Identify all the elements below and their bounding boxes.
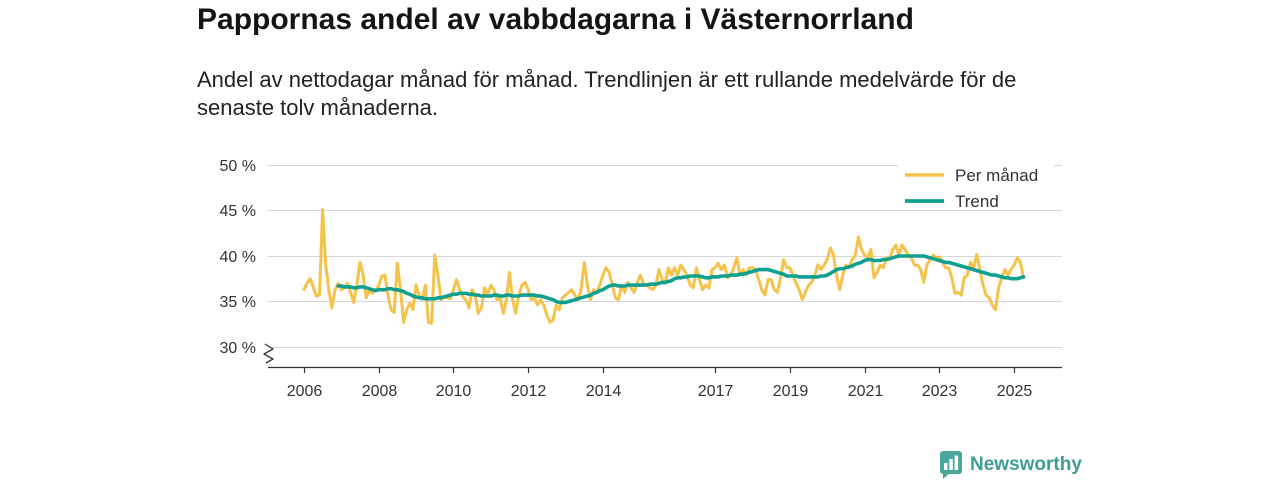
legend-label-per-manad: Per månad [955, 166, 1038, 185]
y-tick-label: 45 % [220, 203, 256, 220]
y-tick-label: 40 % [220, 249, 256, 266]
chart-title: Pappornas andel av vabbdagarna i Västern… [197, 3, 914, 36]
x-tick-label: 2012 [511, 383, 547, 400]
x-tick-label: 2006 [287, 383, 323, 400]
newsworthy-logo-icon [940, 451, 962, 479]
x-axis: 2006 2008 2010 2012 2014 2017 2019 2021 2023 2025 [268, 366, 1062, 400]
newsworthy-logo: Newsworthy [940, 450, 1082, 480]
y-tick-label: 50 % [220, 158, 256, 175]
x-tick-label: 2008 [362, 383, 398, 400]
series-line-trend [336, 254, 1026, 305]
x-tick-label: 2017 [698, 383, 734, 400]
x-tick-label: 2014 [586, 383, 622, 400]
x-tick-label: 2023 [922, 383, 958, 400]
chart-subtitle: Andel av nettodagar månad för månad. Tre… [197, 67, 1017, 120]
y-tick-label: 35 % [220, 294, 256, 311]
x-tick-label: 2021 [848, 383, 884, 400]
x-tick-label: 2019 [773, 383, 809, 400]
legend: Per månad Trend [898, 158, 1054, 211]
x-tick-label: 2010 [436, 383, 472, 400]
newsworthy-logo-text: Newsworthy [970, 454, 1082, 475]
x-tick-label: 2025 [997, 383, 1033, 400]
series-line-per-manad [302, 208, 1025, 325]
series [302, 208, 1026, 325]
y-axis-labels: 30 % 35 % 40 % 45 % 50 % [220, 158, 256, 357]
y-axis-break-icon [263, 343, 274, 364]
legend-label-trend: Trend [955, 192, 999, 211]
y-tick-label: 30 % [220, 340, 256, 357]
